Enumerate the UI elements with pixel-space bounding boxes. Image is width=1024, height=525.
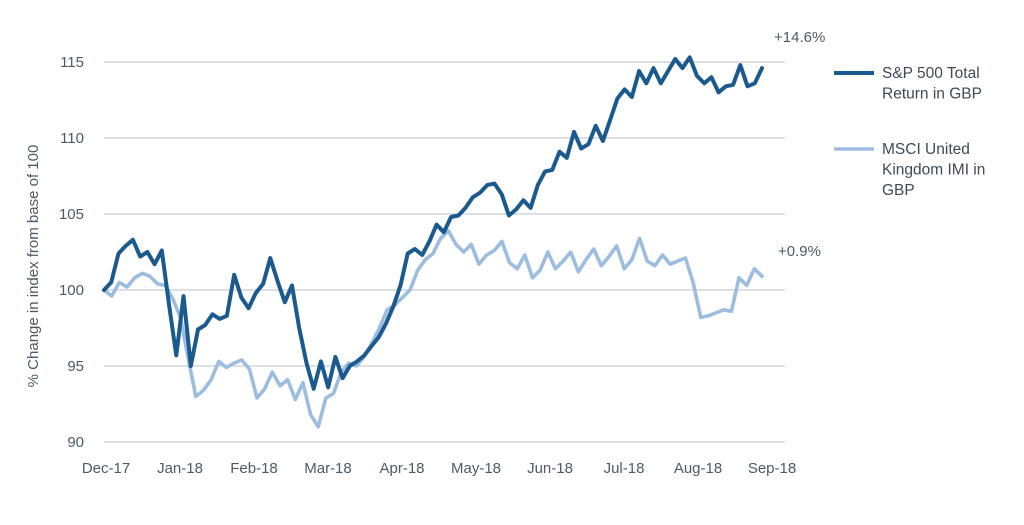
x-tick-label: Dec-17	[82, 460, 130, 477]
x-tick-label: Feb-18	[230, 460, 278, 477]
end-value-label: +14.6%	[774, 29, 825, 46]
x-tick-label: Sep-18	[748, 460, 796, 477]
legend-label: S&P 500 Total Return in GBP	[882, 65, 982, 103]
series-line-msci-uk	[102, 228, 764, 429]
y-tick-label: 100	[59, 282, 84, 299]
x-tick-label: Jan-18	[157, 460, 203, 477]
y-tick-label: 90	[67, 434, 84, 451]
legend-label: MSCI United Kingdom IMI in GBP	[882, 141, 985, 199]
x-tick-label: Jun-18	[527, 460, 573, 477]
x-tick-label: Apr-18	[379, 460, 424, 477]
series-lines	[102, 55, 764, 429]
end-value-label: +0.9%	[778, 243, 821, 260]
y-tick-label: 105	[59, 206, 84, 223]
x-tick-label: Aug-18	[674, 460, 722, 477]
x-tick-label: May-18	[451, 460, 501, 477]
legend: S&P 500 Total Return in GBP MSCI United Kin…	[834, 65, 985, 199]
x-tick-label: Jul-18	[604, 460, 645, 477]
end-value-labels: +14.6% +0.9%	[774, 29, 825, 260]
x-axis-ticks: Dec-17 Jan-18 Feb-18 Mar-18 Apr-18 May-18 Jun-…	[82, 460, 796, 477]
y-tick-label: 110	[60, 130, 84, 147]
y-axis-title: % Change in index from base of 100	[25, 145, 42, 388]
y-axis-ticks: 90 95 100 105 110 115	[59, 54, 84, 451]
y-tick-label: 95	[67, 358, 84, 375]
series-line-sp500	[102, 55, 764, 391]
y-tick-label: 115	[60, 54, 84, 71]
x-tick-label: Mar-18	[304, 460, 352, 477]
